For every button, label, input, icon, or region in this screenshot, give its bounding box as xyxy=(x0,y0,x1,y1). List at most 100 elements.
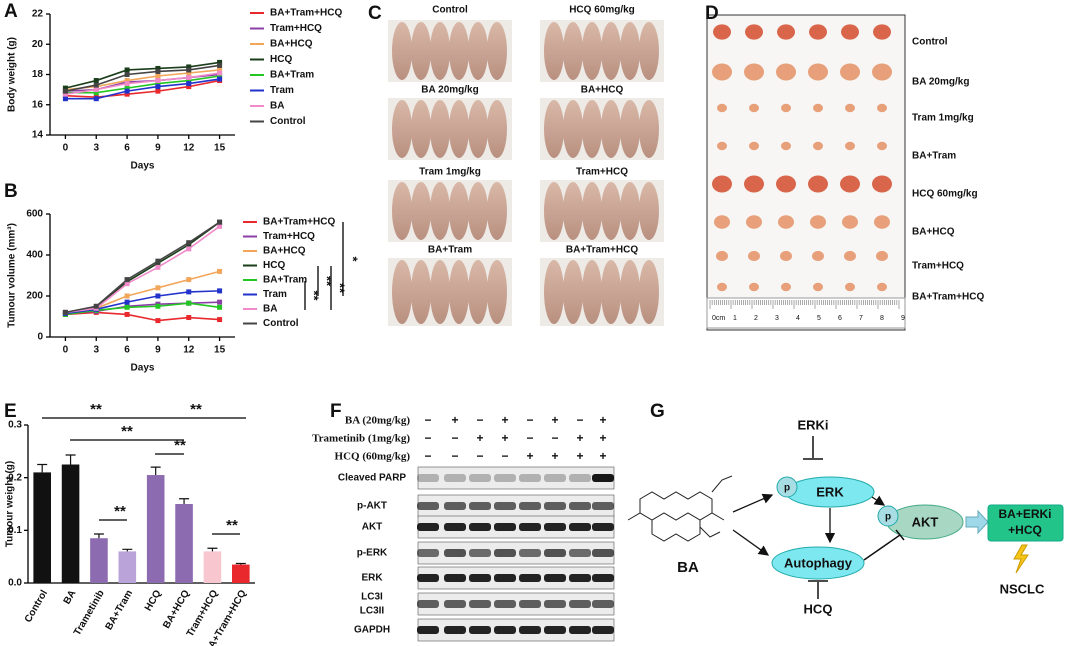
band xyxy=(469,574,491,582)
x-tick-label: BA xyxy=(62,588,79,606)
node-label: AKT xyxy=(912,514,939,529)
bar xyxy=(33,472,51,583)
data-point xyxy=(155,293,161,299)
panel-label: G xyxy=(650,401,665,422)
treatment-label: HCQ (60mg/kg) xyxy=(335,451,411,463)
band xyxy=(569,474,591,482)
sig-label: ** xyxy=(121,423,133,440)
series-line xyxy=(65,290,220,315)
band xyxy=(569,549,591,557)
arrow xyxy=(871,495,886,506)
y-tick-label: 0 xyxy=(37,332,43,343)
sig-label: ** xyxy=(90,401,102,418)
x-tick-label: 3 xyxy=(93,143,99,154)
data-point xyxy=(155,65,161,71)
panel-label: D xyxy=(705,3,719,24)
mouse xyxy=(449,182,469,240)
band xyxy=(444,574,466,582)
data-point xyxy=(124,88,130,94)
mouse xyxy=(639,260,659,324)
treatment-sign: − xyxy=(551,431,558,445)
tumour xyxy=(845,282,855,292)
mouse xyxy=(563,182,583,240)
mouse xyxy=(411,100,431,158)
mouse xyxy=(544,182,564,240)
data-point xyxy=(62,88,68,94)
treatment-label: BA (20mg/kg) xyxy=(345,415,410,427)
series-line xyxy=(65,72,220,95)
mouse xyxy=(430,100,450,158)
node-label: NSCLC xyxy=(1000,581,1045,596)
data-point xyxy=(124,91,130,97)
data-point xyxy=(217,219,223,225)
data-point xyxy=(155,258,161,264)
series-line xyxy=(65,302,220,316)
data-point xyxy=(124,293,130,299)
legend-label: Tram xyxy=(263,289,287,300)
tumour xyxy=(744,63,764,81)
treatment-sign: + xyxy=(599,431,606,445)
x-tick-label: 12 xyxy=(183,143,195,154)
data-point xyxy=(124,299,130,305)
y-tick-label: 200 xyxy=(26,291,43,302)
data-point xyxy=(217,73,223,79)
mouse xyxy=(544,100,564,158)
blot-label: AKT xyxy=(362,522,383,533)
tumour xyxy=(840,175,860,193)
band xyxy=(444,523,466,531)
tumour xyxy=(812,250,824,262)
band xyxy=(544,523,566,531)
photo-label: Tram 1mg/kg xyxy=(912,113,974,124)
y-tick-label: 22 xyxy=(32,9,44,20)
band xyxy=(494,474,516,482)
node-label: p xyxy=(885,512,891,523)
data-point xyxy=(155,81,161,87)
series-line xyxy=(65,64,220,92)
data-point xyxy=(93,78,99,84)
treatment-sign: − xyxy=(424,449,431,463)
blot-label: p-AKT xyxy=(357,501,387,512)
data-point xyxy=(186,289,192,295)
band xyxy=(469,626,491,634)
photo-label: HCQ 60mg/kg xyxy=(912,189,978,200)
data-point xyxy=(217,67,223,73)
data-point xyxy=(217,299,223,305)
legend-label: BA+HCQ xyxy=(263,246,306,257)
data-point xyxy=(155,264,161,270)
mouse xyxy=(620,22,640,80)
mouse xyxy=(582,260,602,324)
photo-label: BA 20mg/kg xyxy=(421,85,478,96)
data-point xyxy=(93,82,99,88)
panel-label: C xyxy=(368,3,382,24)
ruler xyxy=(706,297,906,329)
mouse xyxy=(582,182,602,240)
bar xyxy=(61,464,80,583)
mouse xyxy=(468,22,488,80)
photo-label: BA+Tram xyxy=(912,151,956,162)
y-tick-label: 20 xyxy=(32,39,44,50)
data-point xyxy=(155,68,161,74)
x-tick-label: 3 xyxy=(93,345,99,356)
data-point xyxy=(155,88,161,94)
treatment-label: Trametinib (1mg/kg) xyxy=(312,433,410,445)
mouse xyxy=(468,260,488,324)
band xyxy=(469,474,491,482)
mouse xyxy=(544,22,564,80)
tumour xyxy=(844,250,856,262)
block-arrow xyxy=(965,509,989,535)
photo-label: Control xyxy=(432,5,468,16)
data-point xyxy=(217,288,223,294)
series-line xyxy=(65,221,221,314)
y-tick-label: 0.3 xyxy=(8,420,22,431)
series-line xyxy=(65,61,220,89)
data-point xyxy=(217,59,223,65)
mouse xyxy=(620,260,640,324)
legend-label: Control xyxy=(270,116,306,127)
data-point xyxy=(155,285,161,291)
node-label: p xyxy=(784,483,790,494)
x-tick-label: 0 xyxy=(63,143,69,154)
tumour xyxy=(749,141,759,151)
band xyxy=(417,549,439,557)
blot-label: LC3I xyxy=(361,592,383,603)
tumour xyxy=(777,24,795,40)
